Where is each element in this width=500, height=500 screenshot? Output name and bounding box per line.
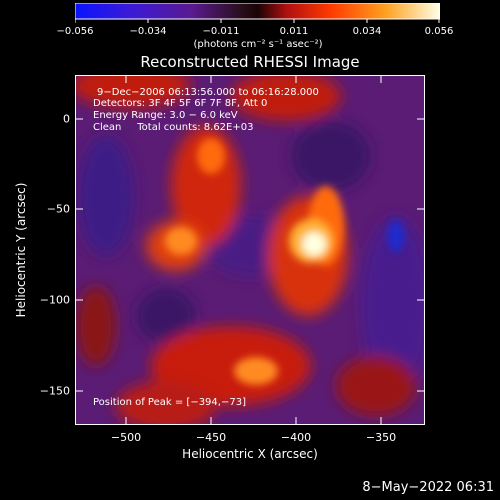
colorbar <box>75 3 440 23</box>
colorbar-tick-label: −0.034 <box>129 26 167 37</box>
rhessi-image <box>75 75 425 425</box>
colorbar-tick-label: 0.011 <box>279 26 309 37</box>
energy-range-annotation: Energy Range: 3.0 − 6.0 keV <box>93 110 238 121</box>
y-tick-label: 0 <box>63 112 70 126</box>
x-tick-label: −500 <box>110 431 142 444</box>
axis-ticks <box>75 75 425 425</box>
y-axis-label: Heliocentric Y (arcsec) <box>14 182 28 318</box>
method-counts-annotation: Clean Total counts: 8.62E+03 <box>93 122 254 133</box>
colorbar-unit-label: (photons cm⁻² s⁻¹ asec⁻²) <box>193 39 323 50</box>
y-tick-label: −100 <box>39 293 70 307</box>
x-tick-label: −350 <box>365 431 397 444</box>
colorbar-tick-label: −0.011 <box>202 26 240 37</box>
x-tick-label: −400 <box>280 431 312 444</box>
colorbar-tick-label: 0.034 <box>352 26 382 37</box>
y-tick-label: −50 <box>46 202 70 216</box>
time-range-annotation: 9−Dec−2006 06:13:56.000 to 06:16:28.000 <box>97 87 319 98</box>
peak-position-annotation: Position of Peak = [−394,−73] <box>93 397 246 408</box>
x-tick-label: −450 <box>195 431 227 444</box>
colorbar-tick-label: 0.056 <box>424 26 454 37</box>
plot-title: Reconstructed RHESSI Image <box>140 53 360 71</box>
colorbar-tick-label: −0.056 <box>56 26 94 37</box>
footer-date: 8−May−2022 06:31 <box>362 480 494 495</box>
rhessi-image-heatmap <box>76 76 424 424</box>
detectors-annotation: Detectors: 3F 4F 5F 6F 7F 8F, Att 0 <box>93 98 268 109</box>
y-tick-label: −150 <box>39 384 70 398</box>
x-axis-label: Heliocentric X (arcsec) <box>182 447 318 461</box>
